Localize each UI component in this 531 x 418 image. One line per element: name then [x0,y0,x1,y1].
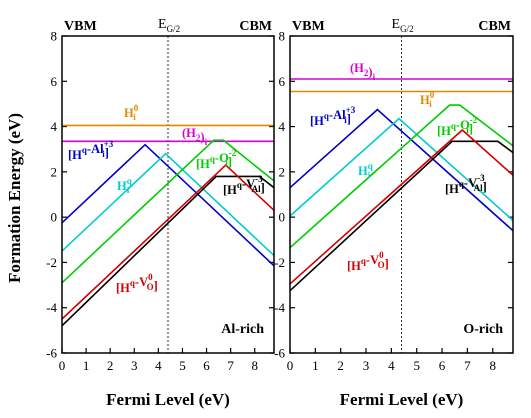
panel-condition-label: Al-rich [221,322,264,337]
y-tick-label: 8 [51,29,58,44]
y-tick-label: 2 [279,164,286,179]
plot-frame [289,35,514,354]
y-tick-label: 8 [279,29,286,44]
series-label-hv-o: [Hq-V0 O] [116,272,158,295]
series-label-hv-al: [Hq-V-3 Al] [445,173,487,196]
series-label-hv-al: [Hq-V-3 Al] [223,174,265,197]
x-tick-label: 3 [131,358,138,373]
y-tick-label: 2 [51,164,58,179]
x-axis-title: Fermi Level (eV) [340,390,464,409]
y-tick-label: 6 [279,74,286,89]
x-tick-label: 5 [413,358,420,373]
cbm-label: CBM [478,19,511,34]
series-line-hi [62,152,274,257]
x-tick-label: 2 [107,358,114,373]
series-line-hv-o [290,128,513,285]
o-rich-panel: -6 -4 -2 0 2 4 6 8 0 1 2 3 4 5 6 7 8 (H2)i H0 i [Hq-Al+3 i] Hq… [274,17,514,409]
x-tick-label: 1 [83,358,90,373]
series-line-hv-o [62,164,274,320]
series-label-hi0: H0 i [420,90,435,109]
series-label-hv-o: [Hq-V0 O] [347,250,389,273]
x-tick-label: 8 [489,358,496,373]
series-line-ho [290,104,513,249]
x-tick-label: 0 [287,358,294,373]
y-tick-label: -6 [46,346,57,361]
x-tick-label: 1 [312,358,319,373]
cbm-label: CBM [239,19,272,34]
series-line-hi [290,117,513,222]
series-label-ho: [Hq-O-2 i] [196,148,237,171]
x-tick-label: 3 [363,358,370,373]
x-tick-label: 6 [203,358,210,373]
series-line-hv-al [62,175,274,327]
x-tick-label: 2 [337,358,344,373]
vbm-label: VBM [292,19,325,34]
x-tick-label: 7 [227,358,234,373]
series-line-ho [62,139,274,284]
x-tick-label: 8 [251,358,258,373]
x-axis-title: Fermi Level (eV) [106,390,230,409]
y-tick-label: 4 [279,119,286,134]
series-line-hal [62,143,274,267]
series-label-hal: [Hq-Al+3 i] [68,139,114,162]
series-label-hal: [Hq-Al+3 i] [310,105,356,128]
x-tick-label: 0 [59,358,66,373]
series-label-h2i: (H2)i [182,126,208,147]
y-tick-label: -2 [274,255,285,270]
x-tick-label: 4 [388,358,395,373]
y-tick-label: -4 [46,300,57,315]
series-line-hal [290,108,513,232]
y-tick-label: -4 [274,300,285,315]
series-label-h2i: (H2)i [350,61,376,82]
y-tick-label: -6 [274,346,285,361]
vbm-label: VBM [64,19,97,34]
al-rich-panel: -6 -4 -2 0 2 4 6 8 0 1 2 3 4 5 6 7 8 H0 i (H2)i [Hq-Al+3 i]Hq… [46,17,275,409]
panel-condition-label: O-rich [463,322,503,337]
y-tick-label: 4 [51,119,58,134]
x-tick-label: 7 [464,358,471,373]
series-label-hi0: H0 i [124,103,139,122]
half-gap-label: EG/2 [392,17,414,34]
series-label-hi: Hq i [358,161,373,180]
x-tick-label: 6 [439,358,446,373]
half-gap-label: EG/2 [158,17,180,34]
x-tick-label: 5 [179,358,186,373]
series-label-hi: Hq i [117,176,132,195]
y-tick-label: 0 [279,210,286,225]
series-label-ho: [Hq-O-2 i] [437,115,478,138]
y-tick-label: 0 [51,210,58,225]
plot-frame [61,35,275,354]
y-tick-label: -2 [46,255,57,270]
x-tick-label: 4 [155,358,162,373]
y-axis-title: Formation Energy (eV) [5,113,24,283]
y-tick-label: 6 [51,74,58,89]
